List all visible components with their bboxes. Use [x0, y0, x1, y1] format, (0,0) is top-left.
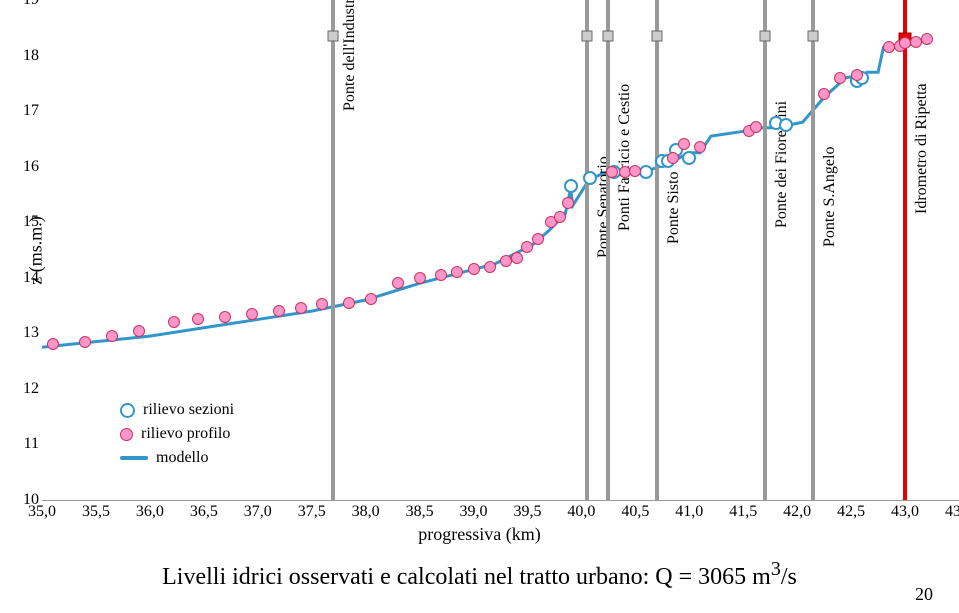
bridge-marker-icon — [328, 31, 339, 42]
bridge-line — [655, 0, 659, 500]
profilo-point — [554, 211, 566, 223]
legend: rilievo sezioni rilievo profilo modello — [120, 398, 234, 470]
profilo-point — [562, 197, 574, 209]
bridge-label: Ponte S.Angelo — [821, 147, 839, 247]
end-label: Idrometro di Ripetta — [913, 83, 931, 214]
bridge-line — [606, 0, 610, 500]
profilo-point — [133, 325, 145, 337]
x-tick: 43,5 — [939, 504, 959, 520]
profilo-point — [168, 316, 180, 328]
caption-unit: /s — [781, 564, 797, 590]
profilo-point — [414, 272, 426, 284]
y-tick: 14 — [9, 270, 39, 286]
profilo-point — [521, 241, 533, 253]
profilo-point — [246, 308, 258, 320]
profilo-point — [667, 152, 679, 164]
x-tick: 37,5 — [292, 504, 332, 520]
y-tick: 18 — [9, 48, 39, 64]
profilo-point — [629, 165, 641, 177]
bridge-marker-icon — [581, 31, 592, 42]
x-tick: 37,0 — [238, 504, 278, 520]
profilo-point — [316, 298, 328, 310]
profilo-point — [392, 277, 404, 289]
y-tick: 13 — [9, 325, 39, 341]
x-tick: 36,5 — [184, 504, 224, 520]
profilo-point — [106, 330, 118, 342]
x-tick: 39,0 — [454, 504, 494, 520]
y-tick: 12 — [9, 381, 39, 397]
legend-modello: modello — [120, 446, 234, 470]
legend-label: rilievo sezioni — [143, 398, 234, 422]
caption-exp: 3 — [771, 558, 781, 580]
profilo-point — [47, 338, 59, 350]
x-tick: 40,5 — [615, 504, 655, 520]
sezioni-point — [682, 151, 696, 165]
profilo-point — [678, 138, 690, 150]
profilo-point — [79, 336, 91, 348]
bridge-marker-icon — [759, 31, 770, 42]
sezioni-point — [779, 118, 793, 132]
profilo-point — [532, 233, 544, 245]
profilo-point — [219, 311, 231, 323]
bridge-line — [763, 0, 767, 500]
sezioni-point — [583, 171, 597, 185]
legend-label: modello — [156, 446, 208, 470]
profilo-point — [851, 69, 863, 81]
bridge-line — [811, 0, 815, 500]
x-tick: 43,0 — [885, 504, 925, 520]
y-tick: 17 — [9, 103, 39, 119]
x-tick: 38,0 — [346, 504, 386, 520]
x-tick: 40,0 — [561, 504, 601, 520]
profilo-point — [451, 266, 463, 278]
legend-label: rilievo profilo — [141, 422, 230, 446]
profilo-point — [834, 72, 846, 84]
bridge-line — [331, 0, 335, 500]
bridge-label: Ponte dell'Industria — [341, 0, 359, 111]
profilo-point — [365, 293, 377, 305]
bridge-label: Ponti Fabricio e Cestio — [616, 83, 634, 230]
x-tick: 35,5 — [76, 504, 116, 520]
profilo-point — [484, 261, 496, 273]
bridge-marker-icon — [603, 31, 614, 42]
bridge-marker-icon — [651, 31, 662, 42]
caption: Livelli idrici osservati e calcolati nel… — [0, 558, 959, 591]
y-tick: 11 — [9, 436, 39, 452]
x-tick: 42,0 — [777, 504, 817, 520]
x-tick: 38,5 — [400, 504, 440, 520]
legend-sezioni: rilievo sezioni — [120, 398, 234, 422]
profilo-point — [343, 297, 355, 309]
profilo-point — [606, 166, 618, 178]
profilo-point — [468, 263, 480, 275]
caption-text: Livelli idrici osservati e calcolati nel… — [162, 564, 771, 590]
profilo-point — [750, 121, 762, 133]
x-tick: 42,5 — [831, 504, 871, 520]
x-tick: 41,0 — [669, 504, 709, 520]
x-tick: 41,5 — [723, 504, 763, 520]
circle-fill-icon — [120, 428, 133, 441]
profilo-point — [694, 141, 706, 153]
line-icon — [120, 456, 148, 460]
profilo-point — [192, 313, 204, 325]
x-tick: 39,5 — [507, 504, 547, 520]
page-number: 20 — [915, 584, 933, 605]
y-tick: 19 — [9, 0, 39, 8]
profilo-point — [511, 252, 523, 264]
profilo-point — [295, 302, 307, 314]
x-tick: 36,0 — [130, 504, 170, 520]
bridge-marker-icon — [808, 31, 819, 42]
y-tick: 16 — [9, 159, 39, 175]
legend-profilo: rilievo profilo — [120, 422, 234, 446]
y-tick: 15 — [9, 214, 39, 230]
profilo-point — [921, 33, 933, 45]
x-tick: 35,0 — [22, 504, 62, 520]
sezioni-point — [564, 179, 578, 193]
profilo-point — [273, 305, 285, 317]
end-line — [903, 0, 907, 500]
circle-open-icon — [120, 403, 135, 418]
profilo-point — [818, 88, 830, 100]
bridge-line — [585, 0, 589, 500]
bridge-label: Ponte Sisto — [665, 172, 683, 244]
x-axis-label: progressiva (km) — [0, 524, 959, 545]
profilo-point — [435, 269, 447, 281]
